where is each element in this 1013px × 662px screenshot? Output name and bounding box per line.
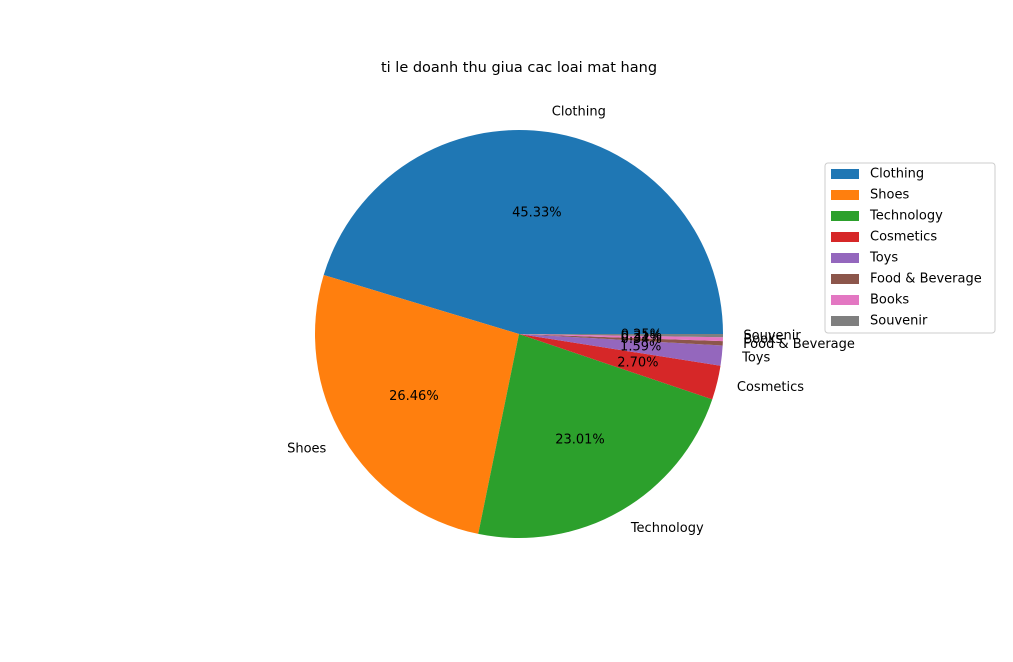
- pie-slice-clothing: [323, 129, 723, 334]
- category-label-books: Books: [743, 332, 782, 347]
- legend: Clothing Shoes Technology Cosmetics Toys Food…: [824, 162, 996, 334]
- category-label-clothing: Clothing: [552, 105, 606, 120]
- pie-slice-books: [519, 334, 723, 342]
- category-label-cosmetics: Cosmetics: [737, 380, 804, 395]
- pie-slice-food-and-beverage: [519, 334, 723, 346]
- chart-title: ti le doanh thu giua cac loai mat hang: [381, 60, 657, 76]
- percent-label-cosmetics: 2.70%: [617, 356, 658, 371]
- legend-label-shoes: Shoes: [870, 188, 909, 203]
- legend-label-food-and-beverage: Food & Beverage: [870, 272, 982, 287]
- legend-label-toys: Toys: [869, 251, 898, 266]
- legend-label-clothing: Clothing: [870, 167, 924, 182]
- pie-slice-toys: [519, 334, 723, 366]
- legend-label-books: Books: [870, 293, 909, 308]
- category-label-souvenir: Souvenir: [743, 328, 801, 343]
- legend-swatch-toys: [831, 253, 859, 263]
- category-label-technology: Technology: [630, 521, 704, 536]
- pie-slice-shoes: [315, 275, 519, 534]
- percent-label-toys: 1.59%: [620, 340, 661, 355]
- legend-swatch-shoes: [831, 190, 859, 200]
- category-labels: Clothing Shoes Technology Cosmetics ToysFood…: [287, 105, 855, 537]
- legend-swatch-books: [831, 295, 859, 305]
- percent-labels: 45.33% 26.46% 23.01% 2.70%1.59%0.34%0.31%0.…: [389, 205, 662, 447]
- pie-slice-souvenir: [519, 334, 723, 338]
- legend-frame: [824, 162, 996, 334]
- legend-swatch-food-and-beverage: [831, 274, 859, 284]
- legend-label-technology: Technology: [869, 209, 943, 224]
- pie-slices: [315, 129, 723, 538]
- percent-label-souvenir: 0.25%: [621, 327, 662, 342]
- category-label-toys: Toys: [741, 350, 770, 365]
- pie-slice-technology: [478, 334, 713, 538]
- percent-label-clothing: 45.33%: [512, 205, 562, 220]
- percent-label-books: 0.31%: [621, 330, 662, 345]
- legend-items: Clothing Shoes Technology Cosmetics Toys Food…: [831, 167, 982, 329]
- legend-swatch-technology: [831, 211, 859, 221]
- legend-swatch-clothing: [831, 169, 859, 179]
- category-label-shoes: Shoes: [287, 442, 326, 457]
- legend-label-souvenir: Souvenir: [870, 314, 928, 329]
- pie-slice-cosmetics: [519, 334, 721, 400]
- percent-label-food-and-beverage: 0.34%: [621, 332, 662, 347]
- category-label-food-and-beverage: Food & Beverage: [743, 337, 855, 352]
- legend-swatch-cosmetics: [831, 232, 859, 242]
- percent-label-shoes: 26.46%: [389, 389, 439, 404]
- legend-swatch-souvenir: [831, 316, 859, 326]
- legend-label-cosmetics: Cosmetics: [870, 230, 937, 245]
- percent-label-technology: 23.01%: [555, 433, 605, 448]
